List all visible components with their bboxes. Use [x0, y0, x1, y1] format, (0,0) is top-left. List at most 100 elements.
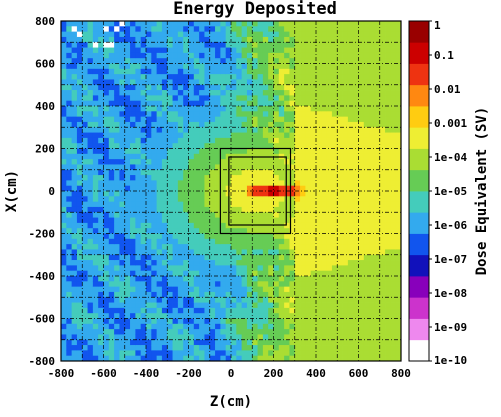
heatmap-cell: [300, 121, 306, 128]
heatmap-cell: [321, 106, 328, 112]
colorbar-segment: [409, 233, 429, 256]
heatmap-cell: [167, 270, 173, 277]
heatmap-cell: [98, 153, 104, 160]
heatmap-cell: [241, 90, 248, 96]
heatmap-cell: [61, 228, 67, 234]
heatmap-cell: [278, 116, 285, 123]
heatmap-cell: [193, 169, 200, 176]
heatmap-cell: [76, 180, 83, 187]
heatmap-cell: [369, 74, 375, 80]
heatmap-cell: [363, 84, 370, 91]
heatmap-cell: [103, 355, 110, 362]
colorbar-tick-label: 1e-07: [434, 253, 467, 266]
heatmap-cell: [231, 36, 237, 43]
heatmap-cell: [146, 196, 152, 203]
heatmap-cell: [215, 21, 221, 27]
heatmap-cell: [395, 270, 402, 277]
heatmap-cell: [252, 191, 258, 197]
heatmap-cell: [246, 84, 253, 91]
heatmap-cell: [316, 169, 322, 176]
heatmap-cell: [316, 47, 322, 54]
heatmap-cell: [108, 47, 115, 54]
heatmap-cell: [369, 169, 375, 176]
heatmap-cell: [353, 169, 359, 176]
heatmap-cell: [167, 244, 173, 250]
heatmap-cell: [66, 302, 73, 309]
heatmap-cell: [114, 302, 120, 309]
heatmap-cell: [209, 191, 216, 197]
heatmap-cell: [353, 254, 359, 261]
heatmap-cell: [284, 148, 290, 155]
heatmap-cell: [310, 233, 317, 240]
heatmap-cell: [146, 297, 152, 303]
heatmap-cell: [199, 95, 205, 102]
heatmap-cell: [98, 201, 104, 208]
heatmap-cell: [369, 206, 375, 213]
heatmap-cell: [220, 143, 227, 149]
heatmap-cell: [199, 84, 205, 91]
heatmap-cell: [124, 169, 131, 176]
heatmap-cell: [156, 42, 163, 48]
heatmap-cell: [331, 159, 338, 165]
heatmap-cell: [363, 153, 370, 160]
heatmap-cell: [108, 222, 115, 229]
heatmap-cell: [215, 26, 221, 33]
heatmap-cell: [236, 185, 243, 192]
heatmap-cell: [241, 185, 248, 192]
heatmap-cell: [215, 297, 221, 303]
heatmap-cell: [183, 345, 189, 351]
heatmap-cell: [252, 334, 258, 341]
heatmap-cell: [220, 191, 227, 197]
heatmap-cell: [294, 291, 301, 298]
heatmap-cell: [146, 116, 152, 123]
heatmap-cell: [156, 21, 163, 27]
heatmap-cell: [124, 180, 131, 187]
heatmap-cell: [61, 143, 67, 149]
heatmap-cell: [246, 143, 253, 149]
heatmap-cell: [273, 36, 280, 43]
heatmap-cell: [363, 185, 370, 192]
heatmap-cell: [124, 350, 131, 357]
heatmap-cell: [379, 339, 386, 346]
heatmap-cell: [151, 323, 158, 330]
heatmap-cell: [395, 307, 402, 314]
heatmap-cell: [390, 302, 397, 309]
heatmap-cell: [103, 52, 110, 59]
heatmap-cell: [369, 95, 375, 102]
heatmap-cell: [358, 106, 365, 112]
heatmap-cell: [278, 265, 285, 272]
heatmap-cell: [363, 137, 370, 144]
heatmap-cell: [241, 159, 248, 165]
heatmap-cell: [337, 228, 343, 234]
heatmap-cell: [146, 164, 152, 171]
heatmap-cell: [92, 254, 99, 261]
heatmap-cell: [310, 350, 317, 357]
heatmap-cell: [140, 276, 147, 282]
heatmap-cell: [124, 323, 131, 330]
heatmap-cell: [316, 74, 322, 80]
heatmap-cell: [199, 196, 205, 203]
heatmap-cell: [71, 318, 78, 325]
heatmap-cell: [268, 111, 274, 118]
heatmap-cell: [103, 148, 110, 155]
heatmap-cell: [374, 42, 381, 48]
heatmap-cell: [379, 164, 386, 171]
heatmap-cell: [177, 329, 184, 335]
heatmap-cell: [268, 169, 274, 176]
heatmap-cell: [273, 143, 280, 149]
heatmap-cell: [353, 307, 359, 314]
heatmap-cell: [98, 318, 104, 325]
heatmap-cell: [347, 307, 354, 314]
heatmap-cell: [337, 254, 343, 261]
heatmap-cell: [363, 100, 370, 107]
heatmap-cell: [321, 175, 328, 181]
heatmap-cell: [268, 345, 274, 351]
heatmap-cell: [294, 74, 301, 80]
heatmap-cell: [278, 270, 285, 277]
heatmap-cell: [76, 339, 83, 346]
heatmap-cell: [278, 164, 285, 171]
heatmap-cell: [379, 100, 386, 107]
heatmap-cell: [204, 58, 211, 64]
heatmap-cell: [278, 206, 285, 213]
heatmap-cell: [236, 249, 243, 256]
